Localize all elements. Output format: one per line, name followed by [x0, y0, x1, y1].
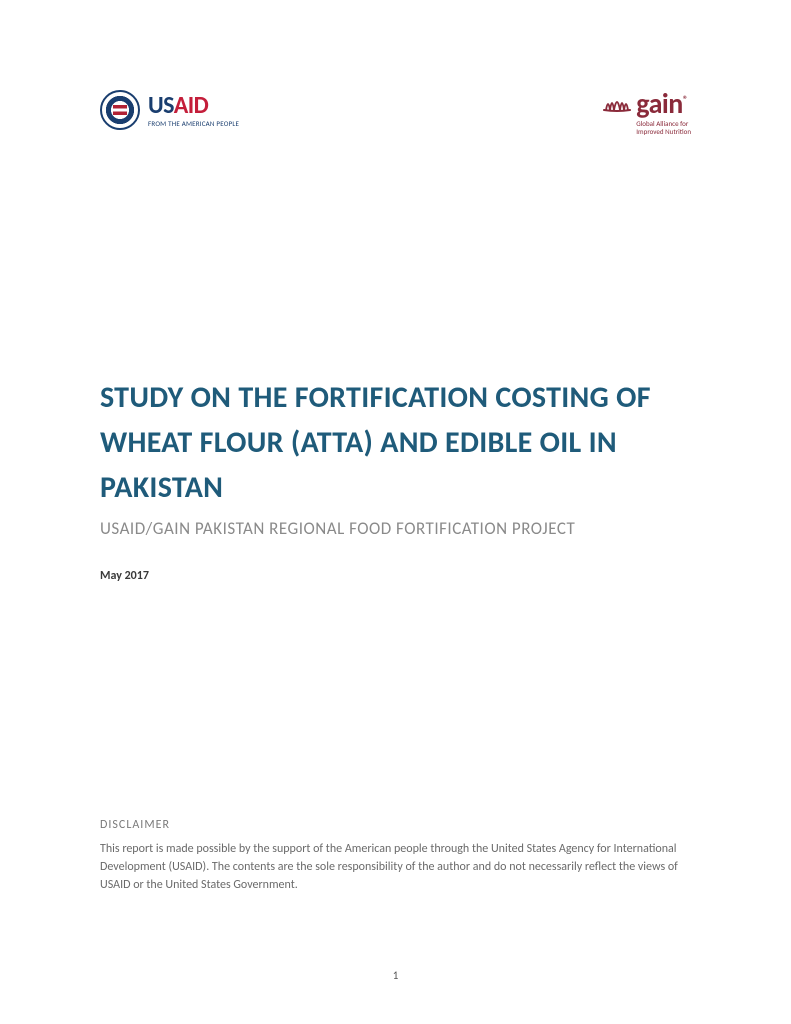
gain-text: gain® Global Alliance for Improved Nutri…	[636, 90, 691, 135]
usaid-seal-icon	[100, 90, 140, 130]
gain-wordmark: gain®	[636, 90, 691, 118]
title-block: STUDY ON THE FORTIFICATION COSTING OF WH…	[100, 375, 691, 583]
document-date: May 2017	[100, 569, 691, 583]
gain-main-text: gain	[636, 86, 683, 121]
disclaimer-block: DISCLAIMER This report is made possible …	[100, 818, 691, 894]
gain-tagline-2: Improved Nutrition	[636, 128, 691, 136]
gain-wheat-icon	[602, 90, 632, 112]
disclaimer-label: DISCLAIMER	[100, 818, 691, 832]
document-title: STUDY ON THE FORTIFICATION COSTING OF WH…	[100, 375, 691, 510]
disclaimer-text: This report is made possible by the supp…	[100, 840, 691, 894]
document-page: USAID FROM THE AMERICAN PEOPLE gain® Glo…	[0, 0, 791, 1024]
gain-registered: ®	[683, 93, 688, 106]
gain-logo: gain® Global Alliance for Improved Nutri…	[602, 90, 691, 135]
gain-tagline: Global Alliance for Improved Nutrition	[636, 120, 691, 135]
logo-row: USAID FROM THE AMERICAN PEOPLE gain® Glo…	[100, 90, 691, 135]
page-number: 1	[393, 969, 399, 982]
usaid-suffix: AID	[174, 91, 209, 120]
document-subtitle: USAID/GAIN PAKISTAN REGIONAL FOOD FORTIF…	[100, 518, 691, 541]
usaid-logo: USAID FROM THE AMERICAN PEOPLE	[100, 90, 239, 130]
usaid-tagline: FROM THE AMERICAN PEOPLE	[148, 120, 239, 127]
usaid-prefix: US	[148, 91, 174, 120]
usaid-text: USAID FROM THE AMERICAN PEOPLE	[148, 94, 239, 127]
usaid-wordmark: USAID	[148, 94, 239, 118]
